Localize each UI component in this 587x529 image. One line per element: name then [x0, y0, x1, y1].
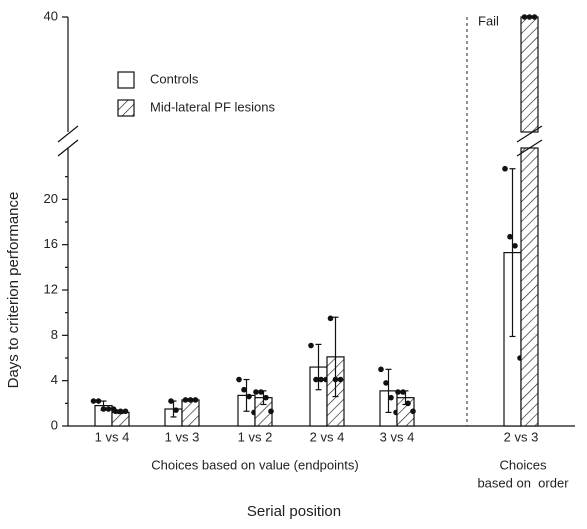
legend-swatch [117, 71, 135, 89]
axis-break [57, 139, 79, 157]
data-point [173, 407, 179, 413]
x-tick-label: 1 vs 3 [165, 429, 200, 444]
legend-label: Mid-lateral PF lesions [150, 99, 275, 114]
x-tick-label: 2 vs 4 [310, 429, 345, 444]
data-point [100, 406, 107, 412]
data-point [327, 315, 334, 322]
data-point [263, 394, 269, 401]
data-point [258, 389, 264, 395]
bar-lower [520, 147, 539, 427]
data-point [378, 366, 384, 373]
data-point [531, 14, 538, 20]
data-point [400, 389, 406, 395]
y-tick-label: 0 [51, 417, 58, 432]
bar [111, 411, 130, 427]
data-point [410, 408, 416, 415]
x-tick-label: 1 vs 4 [95, 429, 130, 444]
data-point [308, 342, 314, 349]
data-point [526, 14, 533, 20]
data-point [105, 406, 112, 412]
axis-break [57, 125, 79, 143]
data-point [187, 397, 194, 403]
data-point [405, 400, 411, 407]
bar-break [516, 139, 543, 157]
y-axis-label: Days to criterion performance [5, 192, 22, 389]
group-label: based on order [477, 475, 569, 490]
data-point [318, 376, 324, 383]
y-tick-label: 16 [44, 236, 58, 251]
data-point [122, 408, 129, 415]
y-tick-label: 12 [44, 281, 58, 296]
annotation: Fail [478, 13, 499, 28]
data-point [182, 397, 189, 403]
data-point [395, 389, 401, 395]
bar-break [516, 125, 543, 143]
data-point [117, 408, 124, 415]
x-axis-label: Serial position [247, 503, 341, 520]
data-point [236, 376, 242, 383]
data-point [388, 394, 394, 401]
x-tick-label: 1 vs 2 [238, 429, 273, 444]
bar [520, 16, 539, 133]
bar [181, 399, 200, 427]
x-tick-label: 2 vs 3 [504, 429, 539, 444]
data-point [268, 408, 274, 415]
legend-swatch [117, 99, 135, 117]
legend-label: Controls [150, 71, 199, 86]
data-point [112, 408, 119, 415]
y-tick-label: 8 [51, 327, 58, 342]
data-point [95, 398, 102, 404]
data-point [246, 393, 252, 400]
data-point [512, 243, 518, 249]
data-point [337, 376, 344, 383]
y-tick-label: 20 [44, 191, 58, 206]
group-label: Choices [500, 457, 547, 472]
data-point [502, 165, 508, 172]
data-point [521, 14, 528, 20]
x-tick-label: 3 vs 4 [380, 429, 415, 444]
data-point [507, 233, 513, 240]
group-label: Choices based on value (endpoints) [151, 457, 358, 472]
data-point [90, 398, 97, 404]
data-point [332, 376, 339, 383]
y-tick-label: 4 [51, 372, 58, 387]
data-point [313, 376, 319, 383]
data-point [168, 398, 174, 404]
data-point [192, 397, 199, 403]
y-tick-label: 40 [44, 8, 58, 23]
data-point [253, 389, 259, 395]
data-point [383, 380, 389, 386]
data-point [241, 386, 247, 393]
